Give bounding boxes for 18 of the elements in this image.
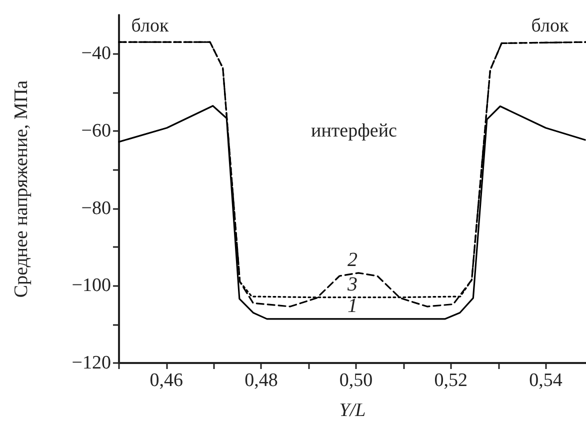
y-tick-label: −80 [81,198,111,219]
y-tick-label: −100 [72,275,111,296]
series-label: 3 [346,273,358,296]
y-tick-label: −40 [81,43,111,64]
series-label: 2 [348,248,358,271]
annotation: блок [131,16,170,36]
annotation: интерфейс [311,120,397,142]
x-tick-label: 0,50 [339,370,373,391]
series-label: 1 [348,294,358,317]
y-tick-label: −60 [81,120,111,142]
x-tick-label: 0,52 [434,370,468,391]
y-tick-label: −120 [72,352,111,374]
x-axis-title: Y/L [339,400,366,421]
annotation: блок [531,16,570,36]
x-tick-label: 0,46 [150,370,184,391]
y-axis-title: Среднее напряжение, МПа [11,80,32,298]
x-tick-label: 0,48 [244,370,278,391]
x-tick-label: 0,54 [529,370,563,391]
